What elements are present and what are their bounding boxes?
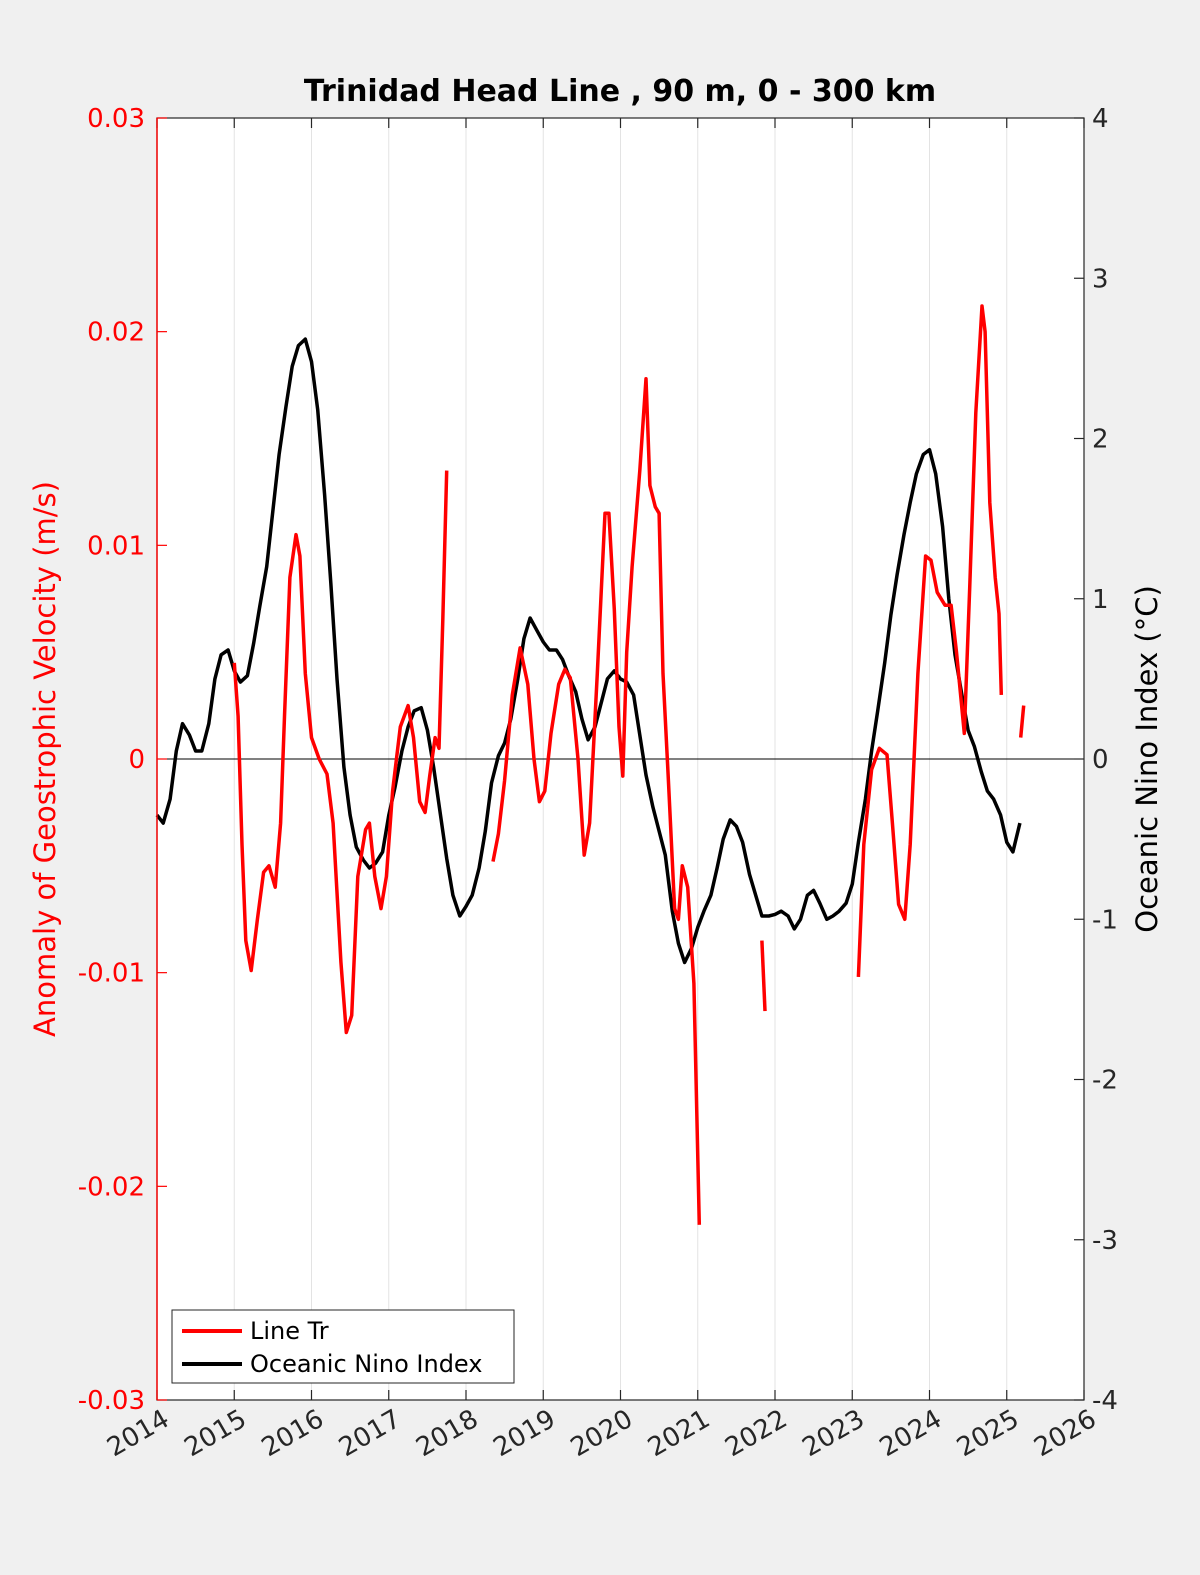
y-right-tick-label: -3 <box>1092 1226 1118 1256</box>
y-left-tick-label: 0.03 <box>87 104 145 134</box>
right-axis-ticks: -4 -3 -2 -1 0 1 2 3 4 <box>1074 104 1118 1416</box>
x-tick-label: 2020 <box>566 1404 638 1463</box>
x-tick-label: 2026 <box>1029 1404 1101 1463</box>
legend-label-line-tr: Line Tr <box>250 1317 329 1345</box>
chart-title: Trinidad Head Line , 90 m, 0 - 300 km <box>304 74 936 109</box>
series-group <box>155 304 1026 1225</box>
y-left-tick-label: -0.03 <box>78 1386 145 1416</box>
series-line-tr-segment-4 <box>1018 705 1026 738</box>
legend-box <box>171 1309 515 1384</box>
x-tick-label: 2015 <box>179 1404 251 1463</box>
y-right-tick-label: 3 <box>1092 264 1109 294</box>
y-left-tick-label: 0.01 <box>87 531 145 561</box>
y-right-tick-label: -4 <box>1092 1386 1118 1416</box>
x-tick-label: 2023 <box>797 1404 869 1463</box>
x-tick-label: 2022 <box>720 1404 792 1463</box>
right-axis-label: Oceanic Nino Index (°C) <box>1130 585 1164 933</box>
series-line-tr-segment-3 <box>856 304 1004 977</box>
legend-label-oni: Oceanic Nino Index <box>250 1350 482 1378</box>
series-oni-segment-0 <box>155 337 1022 965</box>
y-right-tick-label: 0 <box>1092 745 1109 775</box>
x-tick-label: 2018 <box>411 1404 483 1463</box>
left-axis-label: Anomaly of Geostrophic Velocity (m/s) <box>28 481 62 1037</box>
y-left-tick-label: -0.01 <box>78 959 145 989</box>
y-right-tick-label: 4 <box>1092 104 1109 134</box>
x-tick-label: 2024 <box>875 1404 947 1463</box>
series-line-tr-segment-0 <box>232 470 449 1035</box>
x-tick-label: 2021 <box>643 1404 715 1463</box>
series-line-tr-segment-2 <box>760 940 767 1012</box>
legend: Line Tr Oceanic Nino Index <box>171 1309 515 1384</box>
x-tick-label: 2017 <box>334 1404 406 1463</box>
y-right-tick-label: -2 <box>1092 1066 1118 1096</box>
y-right-tick-label: 2 <box>1092 425 1109 455</box>
y-left-tick-label: -0.02 <box>78 1172 145 1202</box>
y-left-tick-label: 0 <box>128 745 145 775</box>
x-tick-label: 2019 <box>488 1404 560 1463</box>
left-axis-ticks: -0.03 -0.02 -0.01 0 0.01 0.02 0.03 <box>78 104 167 1416</box>
x-tick-label: 2025 <box>952 1404 1024 1463</box>
y-right-tick-label: 1 <box>1092 585 1109 615</box>
y-left-tick-label: 0.02 <box>87 318 145 348</box>
y-right-tick-label: -1 <box>1092 905 1118 935</box>
series-line-tr-segment-1 <box>491 376 702 1225</box>
x-tick-label: 2016 <box>257 1404 329 1463</box>
